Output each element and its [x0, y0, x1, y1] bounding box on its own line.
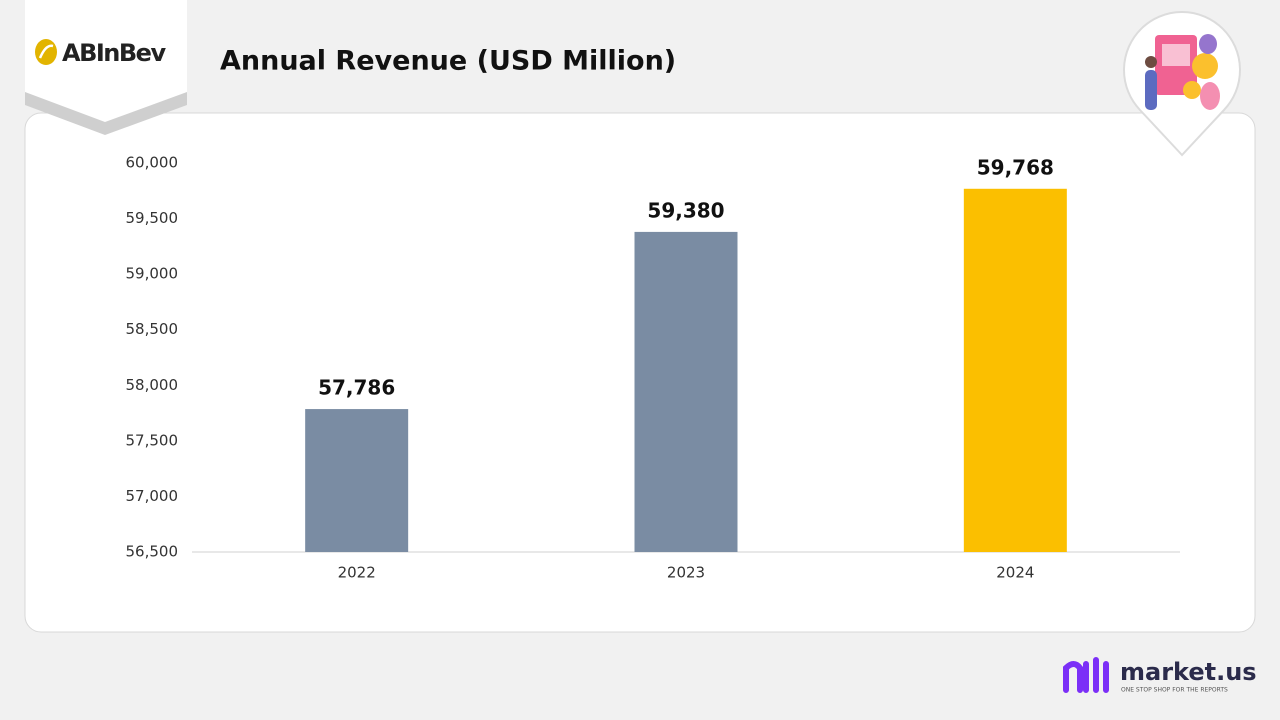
x-tick-label: 2022 [338, 564, 376, 582]
footer-name: market.us [1120, 658, 1257, 686]
brand-icon [35, 39, 57, 65]
bar [963, 188, 1067, 552]
coin [1183, 81, 1201, 99]
bar [305, 409, 409, 552]
x-tick-label: 2023 [667, 564, 705, 582]
value-label: 59,768 [977, 155, 1054, 179]
y-tick-label: 58,500 [126, 320, 179, 338]
footer-logo: market.us ONE STOP SHOP FOR THE REPORTS [1063, 657, 1257, 694]
y-tick-label: 57,000 [126, 487, 179, 505]
coin [1192, 53, 1218, 79]
illustration [1123, 11, 1241, 157]
bar [634, 231, 738, 552]
phone-screen [1162, 44, 1190, 66]
y-tick-label: 59,000 [126, 265, 179, 283]
y-tick-label: 58,000 [126, 376, 179, 394]
person [1145, 70, 1157, 110]
brand-name: ABInBev [62, 39, 166, 67]
x-tick-label: 2024 [996, 564, 1034, 582]
footer-tagline: ONE STOP SHOP FOR THE REPORTS [1121, 687, 1228, 694]
y-tick-label: 60,000 [126, 154, 179, 172]
footer-icon [1063, 657, 1109, 693]
person-head [1145, 56, 1157, 68]
value-label: 59,380 [647, 198, 724, 222]
y-tick-label: 56,500 [126, 543, 179, 561]
decor [1200, 82, 1220, 110]
chart-title: Annual Revenue (USD Million) [220, 46, 676, 77]
badge [25, 0, 187, 122]
y-tick-label: 59,500 [126, 209, 179, 227]
decor [1199, 34, 1217, 54]
brand-icon-leaf [38, 44, 54, 59]
y-tick-label: 57,500 [126, 431, 179, 449]
value-label: 57,786 [318, 376, 395, 400]
